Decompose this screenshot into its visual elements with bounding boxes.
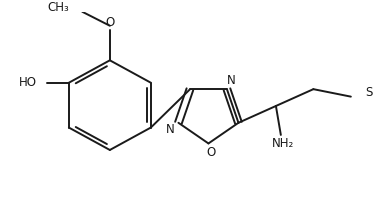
Text: O: O bbox=[207, 146, 216, 159]
Text: S: S bbox=[365, 86, 372, 99]
Text: CH₃: CH₃ bbox=[47, 1, 70, 14]
Text: NH₂: NH₂ bbox=[272, 137, 294, 150]
Text: N: N bbox=[227, 74, 235, 88]
Text: N: N bbox=[166, 123, 175, 136]
Text: O: O bbox=[105, 16, 114, 28]
Text: HO: HO bbox=[19, 76, 37, 89]
